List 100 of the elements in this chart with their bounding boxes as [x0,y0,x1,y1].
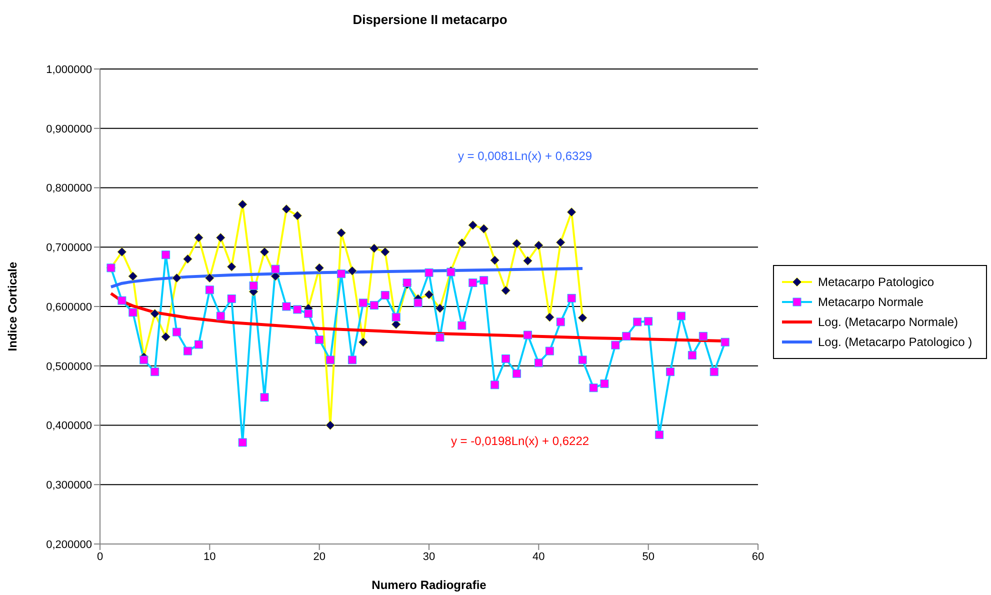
point [380,247,390,257]
point [150,308,160,318]
point [502,354,510,363]
point [183,346,192,356]
point [545,346,554,356]
point [128,308,138,317]
point [644,317,653,326]
y-tick-label: 0,500000 [46,360,92,373]
point [468,220,478,230]
point [172,273,182,283]
point [534,240,544,250]
point [556,238,566,248]
y-tick-label: 0,300000 [46,480,92,492]
y-tick-label: 0,200000 [46,538,92,551]
point [402,278,412,287]
point [140,356,148,364]
point [523,330,532,340]
legend-label: Metacarpo Patologico [818,275,934,289]
point [633,318,642,326]
point [676,312,686,320]
point [567,294,576,302]
legend-label: Metacarpo Normale [818,295,924,309]
y-tick-label: 0,700000 [46,242,92,254]
point [326,420,336,430]
point [292,210,302,220]
x-tick-label: 50 [642,550,654,563]
point [457,238,467,248]
point [128,271,138,281]
x-tick-label: 60 [752,550,764,563]
point [369,244,379,254]
point [162,250,170,260]
point [468,278,478,287]
point [314,263,324,273]
point [358,337,368,347]
x-tick-label: 10 [204,550,216,563]
point [194,232,204,242]
y-tick-label: 0,600000 [46,301,92,314]
x-axis-title: Numero Radiografie [372,578,487,592]
point [282,204,292,214]
point [227,294,236,304]
point [370,301,378,310]
point [710,368,718,376]
point [578,356,587,364]
point [260,247,270,257]
point [182,254,192,264]
point [566,207,576,217]
y-tick-label: 0,400000 [46,420,92,432]
legend-label: Log. (Metacarpo Patologico ) [818,335,972,349]
point [249,281,258,290]
legend-label: Log. (Metacarpo Normale) [818,315,958,329]
point [436,333,444,342]
point [380,290,390,300]
point [337,270,346,278]
point [414,298,422,308]
point [556,318,565,326]
point [479,224,489,234]
point [204,273,214,283]
point [512,369,521,378]
point [226,262,236,272]
point [655,430,664,439]
point [424,268,434,277]
point [282,302,291,311]
point [578,313,588,323]
point [490,255,500,265]
point [391,320,401,330]
point [271,264,280,274]
point [501,286,511,296]
point [424,290,434,300]
point [698,332,708,340]
point [118,296,126,305]
point [336,228,346,238]
point [326,356,335,364]
point [720,338,730,346]
point [238,200,248,210]
y-axis-title: Indice Corticale [5,262,20,352]
point [304,309,313,318]
point [435,304,445,314]
annotation: y = -0,0198Ln(x) + 0,6222 [450,434,590,448]
point [161,332,171,342]
point [480,276,488,285]
point [458,321,466,330]
point [238,438,247,447]
point [589,384,598,392]
x-tick-label: 0 [96,550,104,563]
point [522,256,532,266]
y-tick-label: 1,000000 [46,64,92,76]
point [216,232,226,242]
x-tick-label: 40 [532,550,545,563]
annotation: y = 0,0081Ln(x) + 0,6329 [456,149,594,163]
point [150,368,160,376]
point [512,238,522,248]
point [358,298,368,308]
point [293,305,302,314]
point [172,328,182,336]
point [622,332,631,340]
point [205,286,214,294]
point [315,336,324,344]
point [260,393,269,402]
point [347,266,357,276]
point [666,368,675,376]
